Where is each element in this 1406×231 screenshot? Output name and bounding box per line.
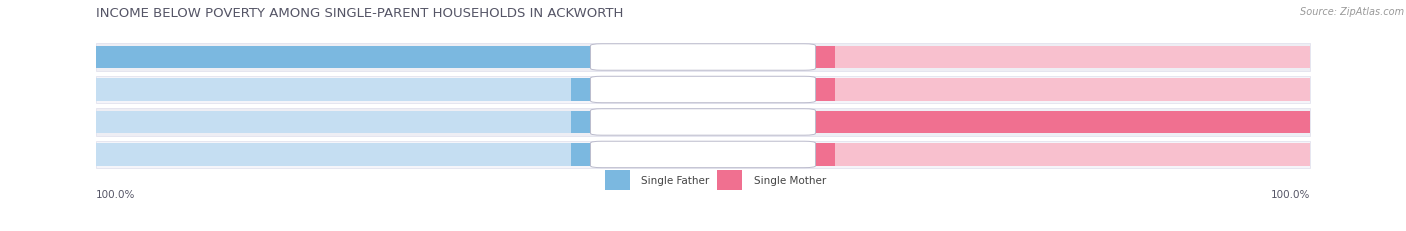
Text: 0.0%: 0.0% bbox=[844, 53, 873, 63]
Text: 5 or more Children: 5 or more Children bbox=[654, 150, 752, 160]
Text: 100.0%: 100.0% bbox=[107, 53, 150, 63]
Text: 1 or 2 Children: 1 or 2 Children bbox=[664, 85, 742, 95]
Text: 0.0%: 0.0% bbox=[844, 150, 873, 160]
Text: Single Mother: Single Mother bbox=[754, 175, 825, 185]
Text: 0.0%: 0.0% bbox=[533, 85, 562, 95]
Text: 100.0%: 100.0% bbox=[96, 189, 135, 199]
Text: 0.0%: 0.0% bbox=[533, 150, 562, 160]
Text: Source: ZipAtlas.com: Source: ZipAtlas.com bbox=[1301, 7, 1405, 17]
Text: Single Father: Single Father bbox=[641, 175, 710, 185]
Text: No Children: No Children bbox=[672, 53, 734, 63]
Text: 0.0%: 0.0% bbox=[844, 85, 873, 95]
Text: 0.0%: 0.0% bbox=[533, 117, 562, 128]
Text: 100.0%: 100.0% bbox=[1256, 117, 1299, 128]
Text: 3 or 4 Children: 3 or 4 Children bbox=[664, 117, 742, 128]
Text: 100.0%: 100.0% bbox=[1271, 189, 1310, 199]
Text: INCOME BELOW POVERTY AMONG SINGLE-PARENT HOUSEHOLDS IN ACKWORTH: INCOME BELOW POVERTY AMONG SINGLE-PARENT… bbox=[96, 7, 623, 20]
